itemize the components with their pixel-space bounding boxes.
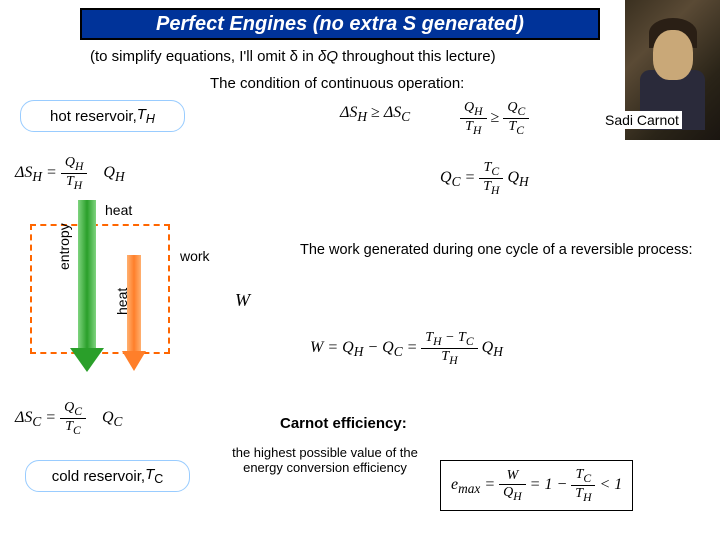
- hot-label: hot reservoir,: [50, 108, 137, 125]
- eq-entropy-balance: ΔSH ≥ ΔSC: [340, 104, 410, 125]
- title-bar: Perfect Engines (no extra S generated): [80, 8, 600, 40]
- cold-reservoir: cold reservoir, TC: [25, 460, 190, 492]
- subtitle-mid: in: [298, 48, 318, 65]
- entropy-arrow-shaft: [78, 200, 96, 350]
- subtitle-pre: (to simplify equations, I'll omit: [90, 48, 290, 65]
- eq-work: W = QH − QC = TH − TCTH QH: [310, 330, 503, 367]
- subtitle: (to simplify equations, I'll omit δ in δ…: [90, 48, 496, 65]
- entropy-arrow-head: [70, 348, 104, 372]
- hot-T-sym: T: [137, 106, 146, 123]
- dq-symbol: δQ: [318, 48, 338, 65]
- entropy-arrow: [70, 200, 104, 375]
- entropy-label: entropy: [56, 223, 72, 270]
- heat-arrow: [122, 255, 146, 375]
- hot-T: TH: [137, 106, 155, 126]
- heat-label-top: heat: [105, 202, 132, 218]
- cold-label: cold reservoir,: [52, 468, 145, 485]
- cold-T: TC: [145, 466, 163, 486]
- cold-T-sub: C: [154, 472, 163, 486]
- portrait-face: [653, 30, 693, 80]
- eq-w-symbol: W: [235, 290, 250, 311]
- subtitle-post: throughout this lecture): [338, 48, 496, 65]
- work-label: work: [180, 248, 210, 264]
- eq-heat-ratio: QHTH ≥ QCTC: [460, 100, 529, 137]
- cold-T-sym: T: [145, 466, 154, 483]
- condition-text: The condition of continuous operation:: [210, 75, 464, 92]
- work-description: The work generated during one cycle of a…: [300, 242, 700, 258]
- heat-arrow-head: [122, 351, 146, 371]
- eq-qc: QC = TCTH QH: [440, 160, 529, 197]
- eq-efficiency: emax = WQH = 1 − TCTH < 1: [440, 460, 633, 511]
- engine-diagram: heat entropy heat work: [30, 200, 230, 390]
- sadi-text: Sadi Carnot: [602, 111, 682, 129]
- sadi-carnot-label: Sadi Carnot: [600, 110, 710, 130]
- eq-delta-sh: ΔSH = QHTH QH: [15, 155, 125, 192]
- delta-symbol: δ: [290, 48, 298, 65]
- heat-label-side: heat: [114, 288, 130, 315]
- carnot-efficiency-label: Carnot efficiency:: [280, 415, 407, 432]
- hot-reservoir: hot reservoir, TH: [20, 100, 185, 132]
- title-text: Perfect Engines (no extra S generated): [156, 13, 524, 36]
- hot-T-sub: H: [146, 112, 155, 126]
- eq-delta-sc: ΔSC = QCTC QC: [15, 400, 122, 437]
- efficiency-note: the highest possible value of the energy…: [225, 445, 425, 475]
